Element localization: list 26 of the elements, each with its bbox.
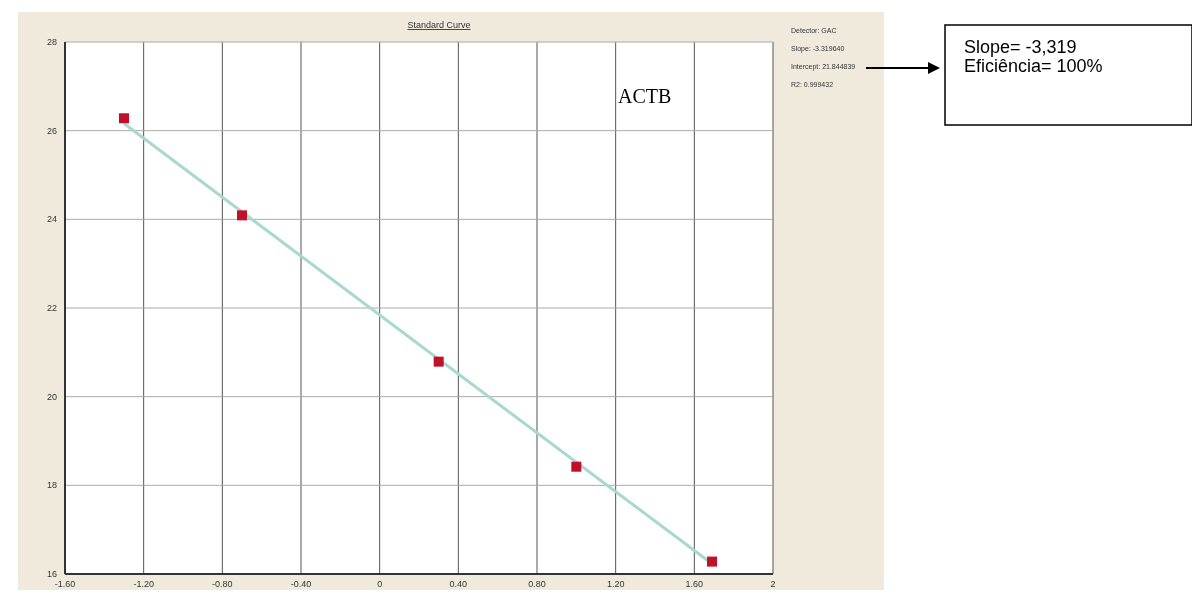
x-tick-label: 1.20 [606, 579, 625, 589]
chart-title: Standard Curve [407, 20, 471, 30]
x-tick-label: 0 [377, 579, 383, 589]
text: Eficiência= 100% [964, 56, 1103, 76]
y-tick-label: 16 [46, 569, 57, 579]
x-tick-label: -1.20 [133, 579, 154, 589]
y-tick-label: 28 [46, 37, 57, 47]
point [571, 461, 582, 472]
point [119, 113, 129, 124]
x-tick-label: -0.80 [212, 579, 233, 589]
y-tick-label: 20 [46, 391, 57, 402]
point [433, 356, 444, 367]
y-tick-label: 24 [46, 214, 57, 225]
y-tick-label: 26 [46, 125, 57, 136]
x-tick-label: -0.40 [290, 579, 312, 589]
x-tick-label: 1.60 [685, 579, 704, 589]
text: Slope= -3,319 [964, 37, 1077, 57]
x-tick-label: 2 [770, 579, 776, 589]
y-tick-label: 22 [46, 303, 57, 313]
x-tick-label: 0.40 [449, 579, 468, 589]
x-tick-label: -1.60 [54, 579, 76, 589]
annotation: ACTB [618, 85, 672, 107]
point [707, 556, 718, 567]
x-tick-label: 0.80 [528, 579, 546, 589]
point [237, 210, 247, 221]
y-tick-label: 18 [46, 480, 57, 491]
